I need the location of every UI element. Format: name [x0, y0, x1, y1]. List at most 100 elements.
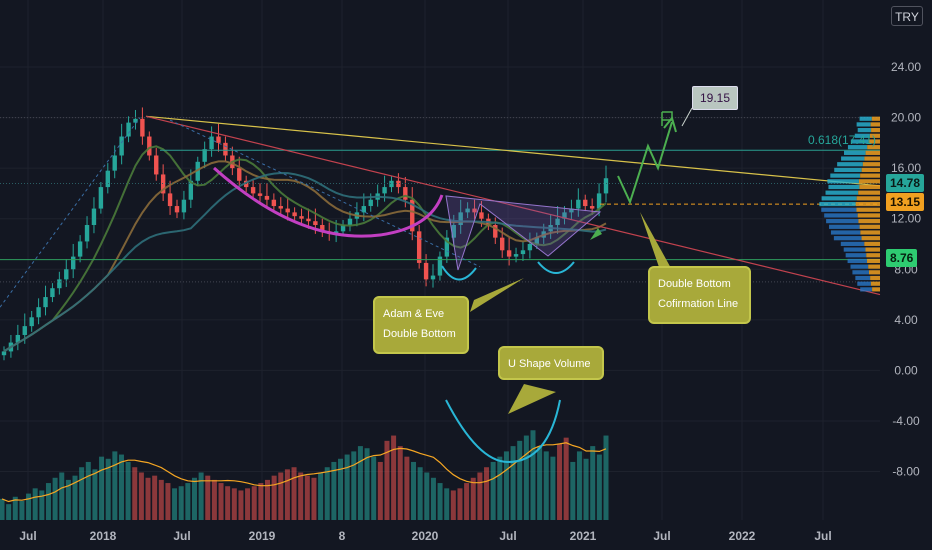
x-tick-label: Jul	[814, 529, 831, 543]
candle-body	[313, 221, 318, 226]
volume-bar	[211, 479, 217, 520]
profile-bar	[868, 270, 880, 275]
volume-bar	[191, 477, 197, 520]
volume-bar	[576, 451, 582, 520]
candle-body	[479, 212, 484, 219]
candle-body	[133, 118, 138, 123]
x-tick-label: Jul	[653, 529, 670, 543]
volume-bar	[12, 496, 18, 520]
candle-body	[423, 262, 429, 280]
volume-bar	[118, 454, 124, 520]
candle-body	[416, 231, 422, 263]
price-label-current[interactable]: 14.78	[886, 174, 925, 192]
volume-bar	[218, 483, 224, 520]
profile-bar	[821, 207, 857, 212]
volume-bar	[510, 446, 516, 520]
volume-bar	[484, 467, 490, 520]
candle-body	[43, 297, 48, 308]
callout-pointer	[640, 212, 672, 270]
volume-bar	[298, 472, 304, 520]
profile-bar	[829, 224, 860, 229]
x-tick-label: Jul	[19, 529, 36, 543]
candle-body	[174, 206, 180, 213]
profile-bar	[859, 116, 872, 121]
profile-bar	[847, 145, 868, 150]
bottom-smile-2	[537, 261, 575, 274]
volume-bar	[59, 472, 65, 520]
profile-bar	[834, 167, 862, 173]
volume-bar	[26, 493, 32, 520]
x-tick-label: 2020	[412, 529, 439, 543]
profile-bar	[859, 184, 880, 190]
cup-curve	[212, 166, 444, 238]
x-tick-label: 8	[339, 529, 346, 543]
y-tick-label: 20.00	[891, 111, 921, 125]
volume-bar	[437, 483, 443, 520]
profile-bar	[861, 236, 880, 241]
candle-body	[285, 208, 290, 213]
candle-body	[555, 218, 560, 226]
candle-body	[216, 136, 221, 143]
candle-body	[77, 241, 83, 257]
candle-body	[154, 155, 159, 175]
confirm-line2: Cofirmation Line	[658, 298, 739, 310]
candle-body	[506, 250, 512, 257]
volume-bar	[523, 435, 529, 520]
candle-body	[389, 180, 394, 188]
volume-bar	[318, 472, 324, 520]
bottom-smile-1	[441, 265, 477, 281]
volume-callout-line1: U Shape Volume	[508, 358, 591, 370]
target-label[interactable]: 19.15	[692, 86, 738, 110]
profile-bar	[860, 173, 880, 178]
volume-bar	[424, 472, 430, 520]
profile-bar	[824, 213, 858, 218]
moving-average-line	[3, 171, 607, 353]
x-axis[interactable]: Jul 2018 Jul 2019 8 2020 Jul 2021 Jul 2022 Jul	[19, 529, 831, 543]
candles	[1, 107, 609, 361]
candle-body	[209, 136, 214, 150]
candle-body	[57, 279, 62, 289]
volume-bar	[530, 430, 536, 520]
volume-bar	[457, 488, 463, 520]
confirm-callout: Double Bottom Cofirmation Line	[648, 266, 751, 324]
volume-bar	[198, 472, 204, 520]
candle-body	[188, 180, 194, 200]
profile-bar	[866, 253, 880, 258]
profile-bar	[857, 128, 872, 133]
volume-bar	[344, 454, 350, 520]
y-axis[interactable]: 24.0020.0016.0012.008.004.000.00-4.00-8.…	[891, 60, 921, 479]
volume-bar	[590, 446, 596, 520]
profile-bar	[840, 241, 865, 246]
volume-bar	[364, 448, 370, 520]
volume-bar	[225, 486, 231, 520]
volume-bar	[6, 504, 12, 520]
candle-body	[29, 317, 34, 327]
volume-bar	[105, 458, 111, 520]
rocket-icon	[590, 228, 602, 240]
volume-bar	[99, 456, 105, 520]
volume-bar	[444, 488, 450, 520]
volume-bar	[79, 467, 85, 520]
candle-body	[576, 199, 581, 209]
price-label-support[interactable]: 8.76	[886, 249, 918, 267]
x-tick-label: 2021	[570, 529, 597, 543]
candle-body	[257, 193, 263, 196]
adam-eve-line1: Adam & Eve	[383, 308, 445, 320]
profile-bar	[870, 122, 880, 127]
price-label-dashed[interactable]: 13.15	[886, 193, 925, 211]
blue-dashed-trendline	[0, 117, 141, 308]
currency-label[interactable]: TRY	[891, 6, 923, 26]
profile-bar	[855, 201, 880, 207]
volume-bar	[172, 488, 178, 520]
profile-bar	[864, 156, 880, 161]
volume-profile	[819, 116, 880, 292]
volume-bar	[503, 451, 509, 520]
candle-body	[444, 237, 450, 257]
candle-body	[84, 225, 90, 242]
volume-bar	[417, 467, 423, 520]
volume-bar	[0, 498, 5, 520]
volume-bar	[264, 479, 270, 520]
profile-bar	[862, 162, 880, 167]
profile-bar	[828, 184, 860, 190]
